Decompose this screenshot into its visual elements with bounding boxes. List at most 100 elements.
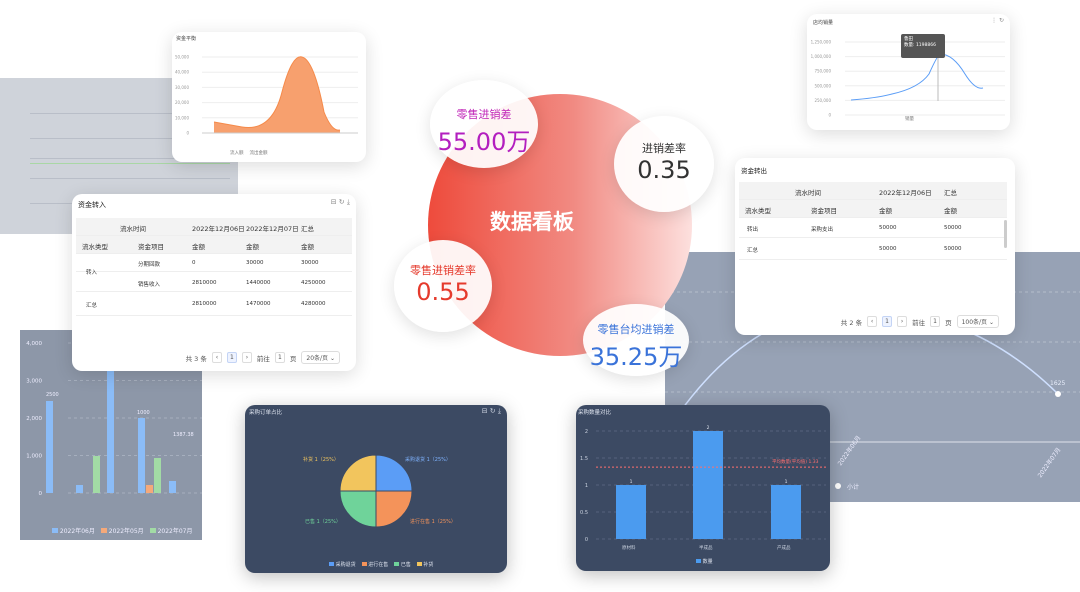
y-tick-label: 4,000 <box>26 341 42 347</box>
out-table-title: 资金转出 <box>741 167 767 175</box>
y-tick-label: 0 <box>186 131 189 136</box>
bar <box>146 485 153 493</box>
in-row-group: 转入 <box>86 270 98 276</box>
pager-goto-input[interactable]: 1 <box>274 352 285 363</box>
pie-label-2: 已售 1（25%） <box>305 519 341 525</box>
area-line <box>213 56 341 131</box>
pager-next-button[interactable]: › <box>241 352 252 363</box>
area-chart-svg: 50,000 40,000 30,000 20,000 10,000 0 <box>175 55 358 136</box>
bar <box>616 485 646 539</box>
in-table-title: 资金转入 <box>78 201 106 209</box>
bar-left-legend: 2022年06月 2022年05月 2022年07月 <box>52 526 192 535</box>
y-tick-label: 0 <box>585 537 588 543</box>
bubble-label: 进销差率 <box>642 142 686 155</box>
y-tick-label: 750,000 <box>814 69 831 74</box>
legend-jul: 2022年07月 <box>149 526 192 535</box>
pie-svg <box>339 454 413 528</box>
out-table: 流水时间 2022年12月06日 汇总 流水类型 资金项目 金额 金额 转出 采… <box>739 182 1007 262</box>
bar-dark-legend: 数量 <box>696 558 713 565</box>
bubble-value: 0.35 <box>637 156 691 184</box>
pie-label-1: 进行在售 1（25%） <box>410 519 456 525</box>
area-card-title: 资金平衡 <box>176 36 197 42</box>
bar <box>46 401 53 493</box>
pie-legend-item: 已售 <box>394 561 411 568</box>
pager-goto-label: 前往 <box>912 318 926 327</box>
bar-data-label: 1 <box>630 479 633 485</box>
dashboard-title: 数据看板 <box>490 210 574 234</box>
pie-slice <box>339 454 377 492</box>
y-tick-label: 1,000,000 <box>811 54 832 59</box>
pager-prev-button[interactable]: ‹ <box>867 316 878 327</box>
x-tick-label: 原材料 <box>622 544 636 551</box>
pager-goto-input[interactable]: 1 <box>930 316 941 327</box>
bar-chart-dark-card: 采购数量对比 2 1.5 1 0.5 0 1 原材料 2 半成品 1 产成品 平均数量(平均值) 1… <box>576 405 830 571</box>
pager-next-button[interactable]: › <box>897 316 908 327</box>
pager-total: 共 2 条 <box>840 318 863 327</box>
pager-page-unit: 页 <box>289 354 297 363</box>
pager-prev-button[interactable]: ‹ <box>211 352 222 363</box>
bubble-retail-rate: 零售进销差率 0.55 <box>394 240 492 332</box>
in-table-tools[interactable]: ⊟ ↻ ⤓ <box>330 198 350 206</box>
out-table-scrollbar[interactable] <box>1004 220 1007 248</box>
bubble-retail-margin: 零售进销差 55.00万 <box>430 80 538 168</box>
area-legend: 流入额 流出金额 <box>230 150 268 156</box>
legend-jun: 2022年06月 <box>52 526 95 535</box>
table-row: 分期回款 0 30000 30000 <box>76 258 352 272</box>
pie-card-tools[interactable]: ⊟ ↻ ⤓ <box>481 407 501 415</box>
pager-goto-label: 前往 <box>256 354 270 363</box>
tooltip-title: 鲁田 <box>904 37 913 42</box>
line-card-title: 店均销量 <box>813 20 834 26</box>
in-header-row-1: 流水时间 2022年12月06日 2022年12月07日 汇总 <box>76 218 352 236</box>
y-tick-label: 2 <box>585 429 588 435</box>
bubble-label: 零售台均进销差 <box>597 323 675 336</box>
y-tick-label: 3,000 <box>26 379 42 385</box>
bar-data-label: 2 <box>707 425 710 431</box>
bubble-label: 零售进销差率 <box>410 264 476 277</box>
y-tick-label: 40,000 <box>175 70 189 75</box>
y-tick-label: 500,000 <box>814 83 831 88</box>
bar-data-label: 2500 <box>46 392 59 398</box>
out-header-row-2: 流水类型 资金项目 金额 金额 <box>739 200 1007 218</box>
y-tick-label: 1 <box>585 483 588 489</box>
line-card-tools[interactable]: ⋮ ↻ <box>991 17 1004 24</box>
area-shape <box>214 56 340 133</box>
y-tick-label: 50,000 <box>175 55 189 60</box>
fund-in-table-card: 资金转入 ⊟ ↻ ⤓ 流水时间 2022年12月06日 2022年12月07日 … <box>72 194 356 371</box>
bar <box>93 456 100 493</box>
y-tick-label: 250,000 <box>814 98 831 103</box>
bar <box>771 485 801 539</box>
pager-size-select[interactable]: 20条/页 ⌄ <box>301 351 340 364</box>
legend-in: 流入额 <box>230 151 244 156</box>
bar <box>138 418 145 493</box>
in-header-row-2: 流水类型 资金项目 金额 金额 金额 <box>76 236 352 254</box>
in-table-pager: 共 3 条 ‹ 1 › 前往 1 页 20条/页 ⌄ <box>186 351 340 364</box>
pager-size-select[interactable]: 100条/页 ⌄ <box>956 315 999 328</box>
line-chart-svg: 1,250,000 1,000,000 750,000 500,000 250,000 0 <box>811 40 1005 118</box>
pager-page-unit: 页 <box>945 318 952 327</box>
y-tick-label: 30,000 <box>175 85 189 90</box>
pie-legend: 采购退货 进行在售 已售 补货 <box>329 561 433 568</box>
line-series <box>850 53 984 101</box>
fund-out-table-card: 资金转出 流水时间 2022年12月06日 汇总 流水类型 资金项目 金额 金额… <box>735 158 1015 335</box>
pager-page-button[interactable]: 1 <box>226 352 237 363</box>
bar-dark-title: 采购数量对比 <box>578 410 612 416</box>
bubble-value: 0.55 <box>416 278 470 306</box>
pager-page-button[interactable]: 1 <box>882 316 893 327</box>
y-tick-label: 1,250,000 <box>811 40 832 45</box>
table-row: 汇总 2810000 1470000 4280000 <box>76 294 352 316</box>
out-header-row-1: 流水时间 2022年12月06日 汇总 <box>739 182 1007 200</box>
bar-left-svg: 4,000 3,000 2,000 1,000 0 2500 1000 1387.38 <box>26 341 202 497</box>
pie-slice <box>375 490 413 528</box>
pie-slice <box>339 490 377 528</box>
y-tick-label: 10,000 <box>175 115 189 120</box>
line-legend: 销量 <box>905 117 914 122</box>
table-row: 转出 采购支出 50000 50000 <box>739 220 1007 238</box>
legend-may: 2022年05月 <box>100 526 144 535</box>
bar-dark-svg: 2 1.5 1 0.5 0 1 原材料 2 半成品 1 产成品 <box>580 425 826 551</box>
y-tick-label: 0 <box>828 113 831 118</box>
bar-data-label: 1387.38 <box>173 432 194 438</box>
x-tick-label: 半成品 <box>699 544 713 551</box>
line-chart-card: 店均销量 ⋮ ↻ 1,250,000 1,000,000 750,000 500,00… <box>807 14 1010 130</box>
table-row: 汇总 50000 50000 <box>739 240 1007 260</box>
